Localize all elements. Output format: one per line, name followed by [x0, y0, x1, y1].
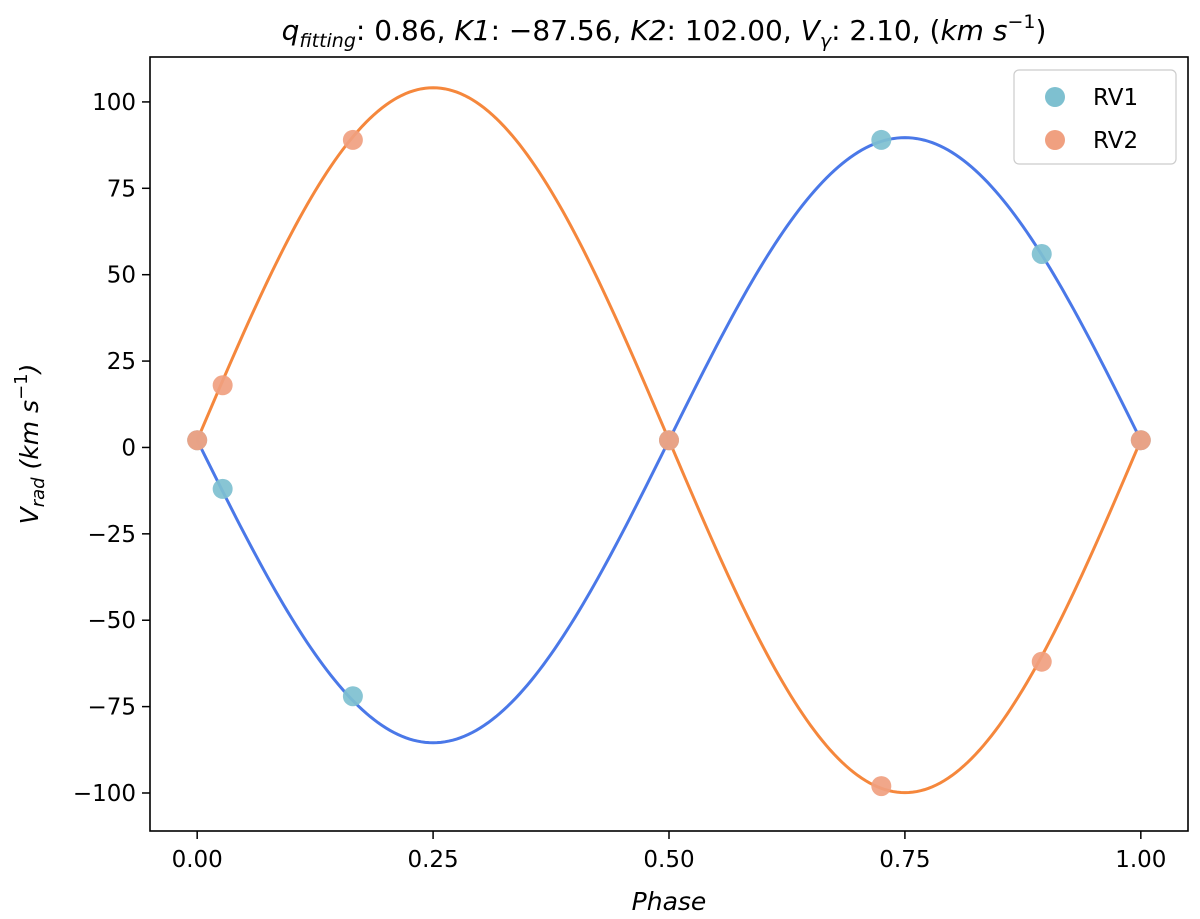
y-tick-label: −50: [87, 608, 136, 634]
data-point-rv2: [1031, 651, 1052, 672]
data-point-rv1: [871, 129, 892, 150]
legend-label-rv1: RV1: [1093, 85, 1138, 111]
y-tick-label: −100: [73, 781, 136, 807]
x-tick-label: 0.50: [643, 847, 694, 873]
y-tick-label: 75: [107, 176, 136, 202]
x-tick-label: 0.00: [172, 847, 223, 873]
y-axis-label: Vrad (km s−1): [11, 364, 49, 525]
y-tick-label: 25: [107, 349, 136, 375]
legend-marker-rv1: [1045, 87, 1065, 107]
data-points: [187, 129, 1151, 797]
plot-frame: [149, 56, 1189, 832]
y-tick-label: −25: [87, 522, 136, 548]
x-tick-label: 0.75: [879, 847, 930, 873]
data-point-rv2: [187, 430, 208, 451]
chart-title: qfitting: 0.86, K1: −87.56, K2: 102.00, …: [282, 11, 1047, 52]
data-point-rv1: [212, 478, 233, 499]
data-point-rv2: [659, 430, 679, 451]
data-point-rv2: [342, 129, 363, 150]
data-point-rv1: [1031, 243, 1052, 264]
x-tick-label: 0.25: [407, 847, 458, 873]
data-point-rv2: [871, 776, 892, 797]
x-tick-label: 1.00: [1115, 847, 1166, 873]
legend-marker-rv2: [1045, 130, 1065, 150]
legend-label-rv2: RV2: [1093, 128, 1138, 154]
y-tick-label: −75: [87, 695, 136, 721]
legend: RV1 RV2: [1013, 69, 1177, 165]
data-point-rv2: [1130, 430, 1151, 451]
y-tick-label: 50: [107, 263, 136, 289]
data-point-rv2: [212, 375, 233, 396]
y-tick-label: 100: [92, 90, 136, 116]
y-tick-label: 0: [121, 435, 136, 461]
axis-ticks: 0.00 0.25 0.50 0.75 1.00 −100 −75 −50 −25 0 25 50 75…: [73, 90, 1167, 873]
data-point-rv1: [342, 686, 363, 707]
x-axis-label: Phase: [632, 887, 707, 916]
